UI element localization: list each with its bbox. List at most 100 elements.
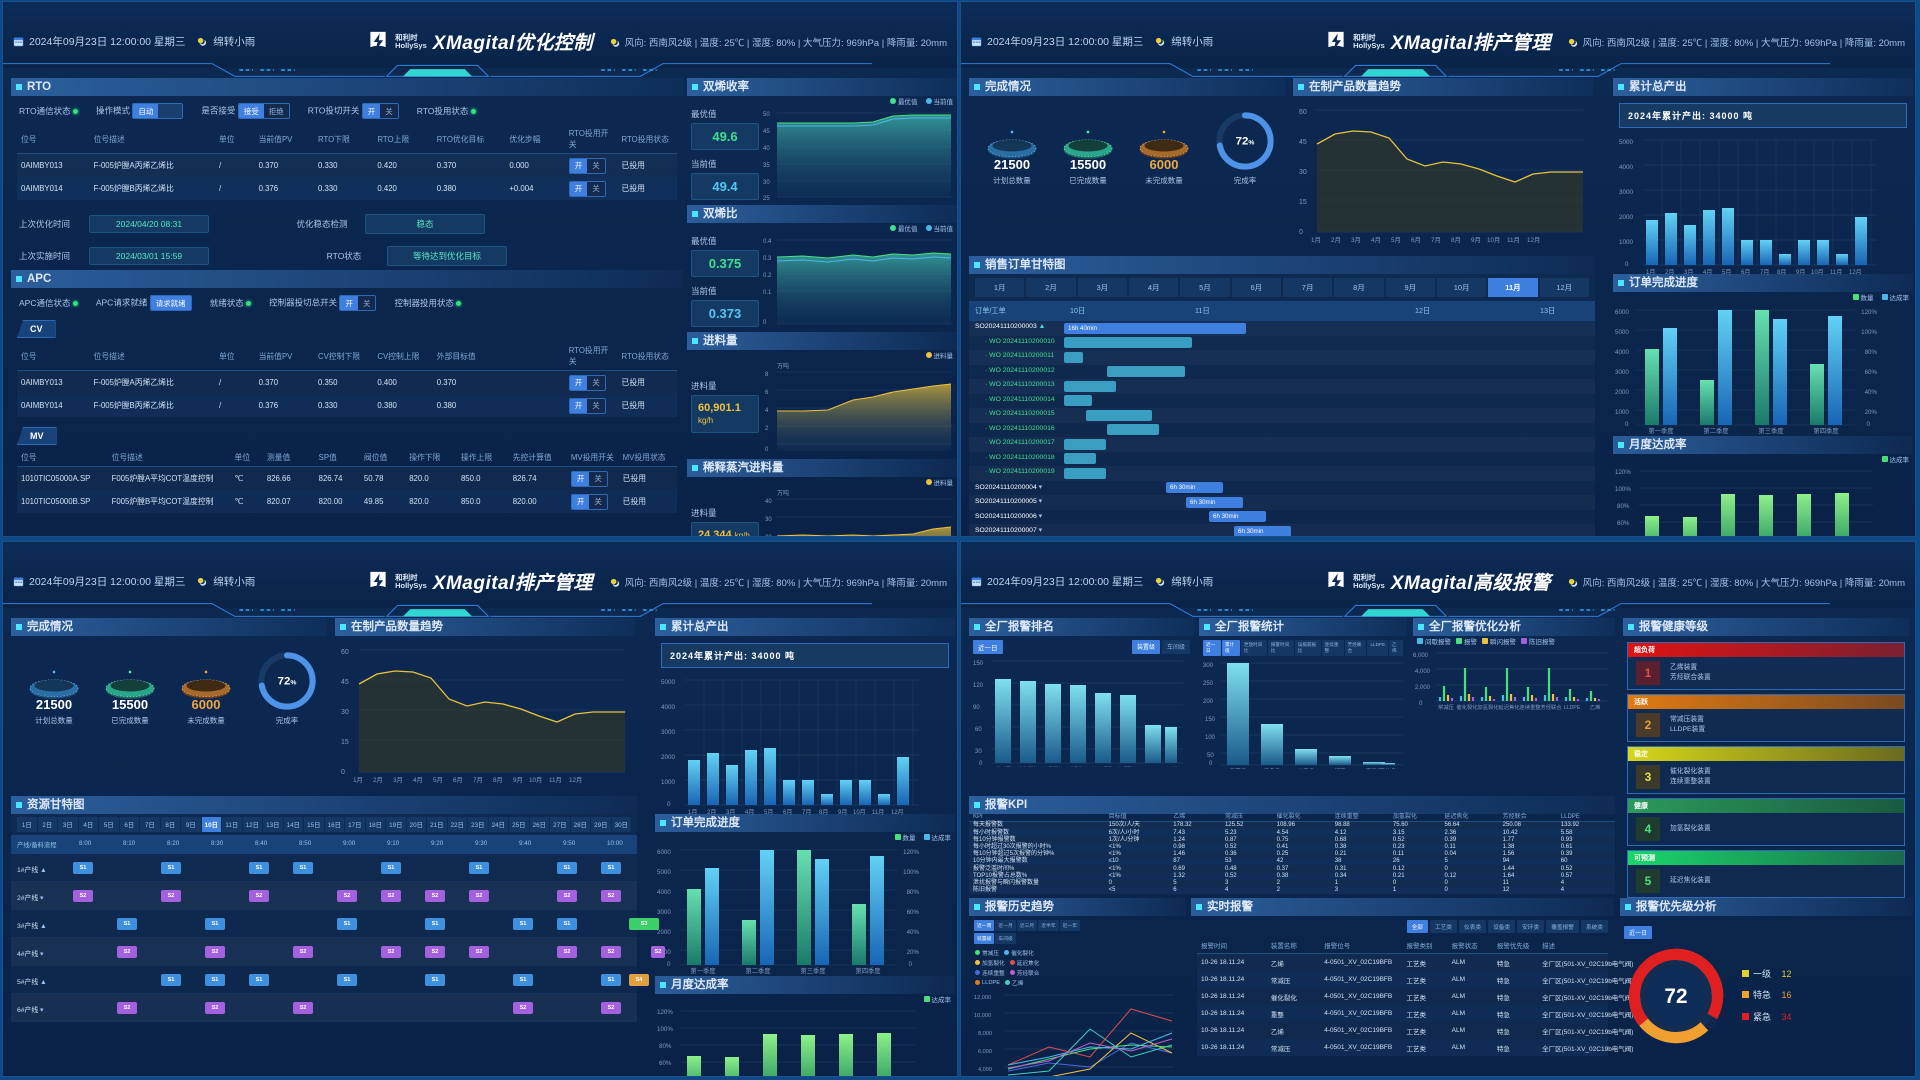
svg-text:25: 25: [763, 196, 770, 202]
svg-text:0: 0: [763, 320, 767, 326]
svg-text:10月: 10月: [1487, 236, 1500, 244]
svg-text:芳烃联合: 芳烃联合: [1117, 765, 1139, 767]
svg-text:2,000: 2,000: [1415, 685, 1431, 691]
svg-text:72: 72: [1664, 985, 1687, 1008]
svg-text:8月: 8月: [493, 776, 503, 784]
svg-text:7月: 7月: [1431, 236, 1441, 244]
svg-text:5000: 5000: [1619, 139, 1634, 146]
svg-text:12月: 12月: [1527, 236, 1540, 244]
svg-text:报警: 报警: [1334, 767, 1346, 769]
svg-text:12,000: 12,000: [974, 995, 991, 1001]
svg-text:催化裂化: 催化裂化: [1456, 703, 1478, 711]
svg-text:6000: 6000: [657, 849, 671, 856]
svg-text:45: 45: [341, 679, 349, 686]
svg-text:45: 45: [1299, 139, 1307, 146]
svg-text:2000: 2000: [1619, 214, 1634, 221]
svg-text:72%: 72%: [1236, 135, 1255, 147]
svg-text:60%: 60%: [659, 1060, 672, 1067]
svg-text:0.3: 0.3: [763, 256, 772, 262]
svg-text:1000: 1000: [661, 779, 676, 786]
svg-text:30: 30: [975, 749, 982, 755]
svg-text:15: 15: [1299, 199, 1307, 206]
svg-text:3000: 3000: [1615, 369, 1629, 376]
svg-text:0: 0: [1867, 421, 1871, 428]
svg-text:0.4: 0.4: [763, 239, 772, 245]
svg-text:0: 0: [1625, 261, 1629, 268]
svg-text:60: 60: [975, 727, 982, 733]
svg-text:30: 30: [765, 517, 772, 523]
svg-text:5000: 5000: [1615, 329, 1629, 336]
svg-text:2000: 2000: [657, 929, 671, 936]
svg-text:9月: 9月: [1471, 236, 1481, 244]
svg-text:12月: 12月: [569, 776, 582, 784]
svg-text:0: 0: [1419, 701, 1423, 707]
svg-text:5月: 5月: [433, 776, 443, 784]
svg-text:40%: 40%: [907, 929, 919, 936]
svg-text:3月: 3月: [393, 776, 403, 784]
svg-text:8,000: 8,000: [978, 1031, 992, 1037]
svg-text:90: 90: [973, 705, 980, 711]
svg-text:100: 100: [1205, 735, 1216, 741]
svg-text:4000: 4000: [657, 889, 671, 896]
svg-text:第四季度: 第四季度: [1813, 426, 1839, 434]
svg-text:5000: 5000: [657, 869, 671, 876]
svg-text:2: 2: [765, 426, 769, 432]
svg-text:3000: 3000: [657, 909, 671, 916]
svg-text:30: 30: [1299, 169, 1307, 176]
svg-text:300: 300: [1203, 663, 1214, 669]
svg-text:4: 4: [765, 408, 769, 414]
svg-text:120%: 120%: [1615, 469, 1631, 476]
svg-text:2000: 2000: [661, 754, 676, 761]
svg-text:60: 60: [341, 649, 349, 656]
svg-text:3000: 3000: [661, 729, 676, 736]
svg-text:6月: 6月: [453, 776, 463, 784]
svg-text:0: 0: [1299, 229, 1303, 236]
svg-text:80%: 80%: [659, 1043, 672, 1050]
svg-text:1月: 1月: [1311, 236, 1321, 244]
svg-text:0: 0: [667, 801, 671, 808]
svg-text:100%: 100%: [903, 869, 919, 876]
svg-text:6,000: 6,000: [1413, 653, 1429, 659]
svg-text:系统类: 系统类: [1380, 767, 1397, 769]
svg-text:72%: 72%: [278, 675, 297, 687]
svg-text:4月: 4月: [413, 776, 423, 784]
svg-text:6000: 6000: [1615, 309, 1629, 316]
svg-text:80%: 80%: [1617, 503, 1630, 510]
svg-text:第二季度: 第二季度: [1703, 426, 1729, 434]
svg-text:第四季度: 第四季度: [855, 966, 881, 974]
svg-text:第二季度: 第二季度: [745, 966, 771, 974]
svg-text:80%: 80%: [1865, 349, 1877, 356]
svg-text:15: 15: [341, 739, 349, 746]
svg-text:3月: 3月: [1351, 236, 1361, 244]
svg-text:20: 20: [765, 535, 772, 537]
svg-text:20%: 20%: [907, 949, 919, 956]
svg-text:1000: 1000: [1615, 409, 1629, 416]
svg-text:延迟焦化: 延迟焦化: [1498, 703, 1520, 711]
svg-text:11月: 11月: [1507, 236, 1520, 244]
svg-text:20%: 20%: [1865, 409, 1877, 416]
svg-text:6,000: 6,000: [978, 1049, 992, 1055]
svg-text:第一季度: 第一季度: [690, 966, 716, 974]
svg-text:加氢裂化: 加氢裂化: [1042, 765, 1064, 767]
svg-text:120%: 120%: [903, 849, 919, 856]
svg-text:连续重整: 连续重整: [1519, 703, 1541, 711]
svg-text:8月: 8月: [1451, 236, 1461, 244]
svg-text:工艺类: 工艺类: [1230, 767, 1247, 769]
svg-text:5月: 5月: [1391, 236, 1401, 244]
svg-text:10月: 10月: [529, 776, 542, 784]
svg-text:0: 0: [1209, 761, 1213, 767]
svg-text:万吨: 万吨: [777, 362, 789, 370]
svg-text:6月: 6月: [1411, 236, 1421, 244]
svg-text:40: 40: [765, 499, 772, 505]
svg-text:100%: 100%: [657, 1026, 673, 1033]
svg-text:150: 150: [973, 661, 984, 667]
svg-text:0.1: 0.1: [763, 290, 772, 296]
svg-text:250: 250: [1203, 681, 1214, 687]
svg-text:0: 0: [765, 447, 769, 453]
svg-text:9月: 9月: [513, 776, 523, 784]
svg-text:40: 40: [763, 146, 770, 152]
svg-text:2月: 2月: [1331, 236, 1341, 244]
svg-text:0: 0: [667, 961, 671, 968]
svg-text:200: 200: [1203, 699, 1214, 705]
svg-text:0: 0: [979, 761, 983, 767]
